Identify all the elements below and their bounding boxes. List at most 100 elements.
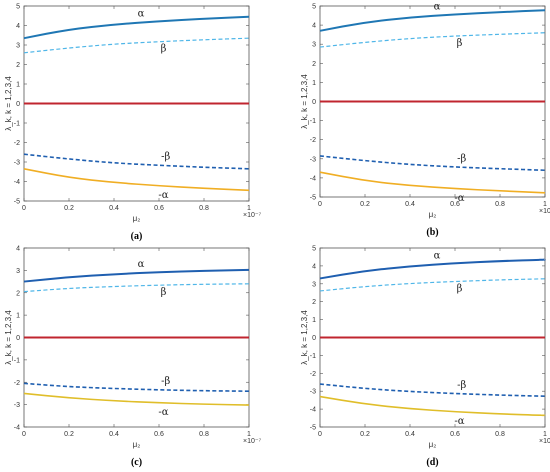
y-tick-label: 5 [16,4,20,11]
y-tick-label: 0 [16,335,20,342]
series-label: -α [158,190,168,201]
x-tick-label: 0.4 [109,431,119,438]
panel-caption: (c) [131,457,142,468]
x-axis-label: μ₂ [429,210,437,219]
y-tick-label: 1 [16,82,20,89]
x-tick-label: 0.4 [405,431,415,438]
x-tick-label: 0.6 [450,431,460,438]
series-line-neg-alpha [23,168,250,192]
series-label: β [457,283,463,294]
y-axis-label: λ_k, k = 1,2,3,4 [300,74,309,129]
y-tick-label: 3 [16,43,20,50]
series-line-alpha [319,9,546,32]
panel-b: -5-4-3-2-101234500.20.40.60.81×10⁻⁷μ₂λ_k… [300,2,550,238]
series-label: β [457,38,463,49]
series-label: β [161,43,167,54]
x-tick-label: 1 [543,431,547,438]
series-label: -α [454,193,464,204]
series-line-neg-alpha [319,395,546,417]
y-tick-label: 2 [16,62,20,69]
series-line-alpha [23,268,250,283]
x-axis-label: μ₂ [429,440,437,449]
x-tick-label: 0.2 [360,431,370,438]
y-tick-label: 0 [312,335,316,342]
x-tick-label: 0.8 [199,431,209,438]
series-line-neg-beta [23,382,250,392]
y-tick-label: -3 [310,156,316,163]
x-tick-label: 0.8 [495,201,505,208]
x-tick-label: 0.6 [154,205,164,212]
y-tick-label: -1 [14,121,20,128]
series-label: -β [161,376,170,387]
x-tick-label: 0 [22,431,26,438]
y-tick-label: -3 [14,402,20,409]
x-tick-label: 0.4 [109,205,119,212]
series-label: -β [457,153,466,164]
series-label: β [161,287,167,298]
y-tick-label: -2 [14,140,20,147]
y-tick-label: 2 [312,299,316,306]
x-tick-label: 0.6 [154,431,164,438]
x-tick-label: 0 [318,431,322,438]
x-exponent-label: ×10⁻⁷ [539,208,550,215]
y-tick-label: -2 [310,371,316,378]
series-label: α [138,259,145,270]
series-line-beta [319,32,546,48]
y-tick-label: 1 [16,313,20,320]
y-tick-label: 3 [16,268,20,275]
x-tick-label: 0.2 [64,205,74,212]
y-axis-label: λ_k, k = 1,2,3,4 [4,310,13,365]
y-tick-label: -4 [14,425,20,432]
y-tick-label: -3 [310,389,316,396]
x-tick-label: 1 [247,205,251,212]
x-tick-label: 0.4 [405,201,415,208]
series-label: α [138,9,145,20]
x-exponent-label: ×10⁻⁷ [243,438,262,445]
series-label: -β [161,152,170,163]
x-tick-label: 0.8 [495,431,505,438]
y-tick-label: -1 [310,353,316,360]
panel-d: -5-4-3-2-101234500.20.40.60.81×10⁻⁷μ₂λ_k… [300,246,550,469]
series-line-neg-alpha [319,171,546,194]
y-tick-label: 2 [312,61,316,68]
series-label: -α [158,407,168,418]
y-axis-label: λ_k, k = 1,2,3,4 [300,310,309,365]
panel-caption: (b) [426,227,438,238]
x-exponent-label: ×10⁻⁷ [539,438,550,445]
y-tick-label: -5 [14,199,20,206]
y-tick-label: 4 [312,23,316,30]
x-tick-label: 1 [247,431,251,438]
series-line-beta [23,283,250,293]
y-tick-label: 0 [16,101,20,108]
y-tick-label: -4 [310,407,316,414]
x-exponent-label: ×10⁻⁷ [243,212,262,219]
y-tick-label: -5 [310,195,316,202]
y-tick-label: 0 [312,99,316,106]
x-tick-label: 0.2 [64,431,74,438]
x-tick-label: 1 [543,201,547,208]
x-axis-label: μ₂ [133,214,141,223]
series-label: α [434,250,441,261]
y-tick-label: 3 [312,42,316,49]
x-tick-label: 0 [318,201,322,208]
y-tick-label: 4 [16,246,20,253]
series-line-beta [319,278,546,292]
series-line-neg-alpha [23,392,250,406]
x-tick-label: 0.8 [199,205,209,212]
x-tick-label: 0 [22,205,26,212]
series-line-alpha [23,15,250,40]
y-tick-label: -3 [14,160,20,167]
series-line-neg-beta [319,383,546,398]
y-tick-label: 5 [312,246,316,253]
series-line-alpha [319,258,546,280]
y-tick-label: -5 [310,425,316,432]
y-tick-label: -1 [14,357,20,364]
series-label: -β [457,380,466,391]
x-tick-label: 0.6 [450,201,460,208]
y-tick-label: 4 [16,23,20,30]
series-line-neg-beta [319,155,546,172]
y-tick-label: 5 [312,4,316,11]
y-tick-label: -2 [310,137,316,144]
